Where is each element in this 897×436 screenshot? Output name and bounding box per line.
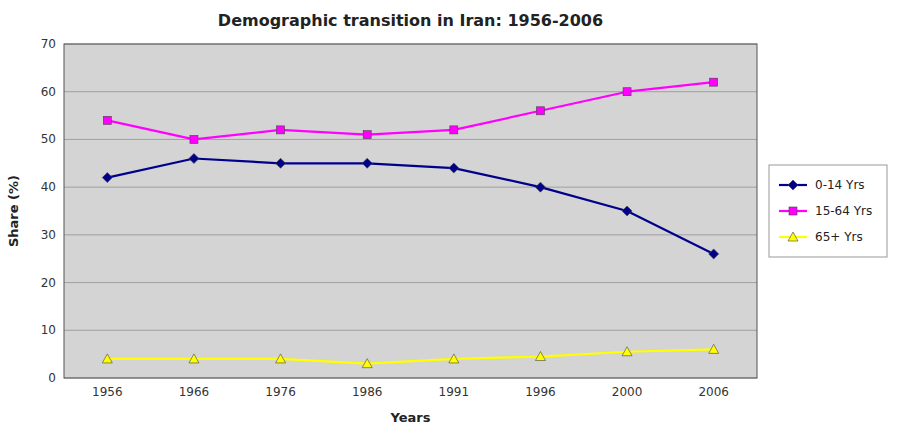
- point: [623, 88, 631, 96]
- y-tick-label: 70: [41, 37, 56, 51]
- chart: 0 10 20 30 40 50 60 70 1956 1966 1976 1986 1991 1996 2…: [0, 0, 897, 436]
- series-line: [107, 82, 713, 139]
- grid-line: [64, 330, 757, 331]
- point: [103, 116, 111, 124]
- point: [535, 352, 545, 361]
- x-tick-label: 1991: [439, 385, 470, 399]
- legend-box: [769, 165, 887, 257]
- legend-label: 15-64 Yrs: [815, 204, 872, 218]
- point: [363, 131, 371, 139]
- y-tick-label: 20: [41, 276, 56, 290]
- series-line: [107, 349, 713, 363]
- point: [276, 354, 286, 363]
- grid-line: [64, 187, 757, 188]
- point: [276, 158, 286, 168]
- y-tick-label: 60: [41, 85, 56, 99]
- x-tick-label: 2006: [698, 385, 729, 399]
- x-tick-label: 1986: [352, 385, 383, 399]
- x-axis: 1956 1966 1976 1986 1991 1996 2000 2006: [92, 385, 729, 399]
- legend: 0-14 Yrs 15-64 Yrs 65+ Yrs: [769, 165, 887, 257]
- legend-label: 65+ Yrs: [815, 230, 863, 244]
- grid-line: [64, 139, 757, 140]
- grid-line: [64, 282, 757, 283]
- legend-marker: [788, 180, 798, 190]
- point: [102, 354, 112, 363]
- y-axis: 0 10 20 30 40 50 60 70: [41, 37, 757, 385]
- point: [622, 206, 632, 216]
- series-line: [107, 159, 713, 254]
- y-tick-label: 30: [41, 228, 56, 242]
- point: [709, 249, 719, 259]
- data: [102, 78, 718, 368]
- legend-marker: [788, 232, 798, 241]
- x-tick-label: 1956: [92, 385, 123, 399]
- plot-frame: [64, 44, 757, 378]
- point: [449, 354, 459, 363]
- y-tick-label: 50: [41, 132, 56, 146]
- grid-line: [64, 234, 757, 235]
- point: [277, 126, 285, 134]
- grid-line: [64, 91, 757, 92]
- point: [709, 344, 719, 353]
- point: [189, 354, 199, 363]
- x-tick-label: 1976: [265, 385, 296, 399]
- point: [450, 126, 458, 134]
- title: Demographic transition in Iran: 1956-200…: [218, 11, 603, 30]
- point: [535, 182, 545, 192]
- x-tick-label: 2000: [612, 385, 643, 399]
- point: [362, 158, 372, 168]
- point: [449, 163, 459, 173]
- point: [710, 78, 718, 86]
- y-tick-label: 0: [48, 371, 56, 385]
- plot-area: [64, 44, 757, 378]
- x-tick-label: 1966: [179, 385, 210, 399]
- point: [362, 359, 372, 368]
- legend-marker: [789, 207, 797, 215]
- point: [536, 107, 544, 115]
- point: [189, 154, 199, 164]
- y-tick-label: 40: [41, 180, 56, 194]
- y-tick-label: 10: [41, 323, 56, 337]
- point: [622, 347, 632, 356]
- legend-label: 0-14 Yrs: [815, 178, 865, 192]
- y-axis-label: Share (%): [6, 175, 21, 247]
- point: [190, 135, 198, 143]
- point: [102, 173, 112, 183]
- x-axis-label: Years: [390, 410, 431, 425]
- x-tick-label: 1996: [525, 385, 556, 399]
